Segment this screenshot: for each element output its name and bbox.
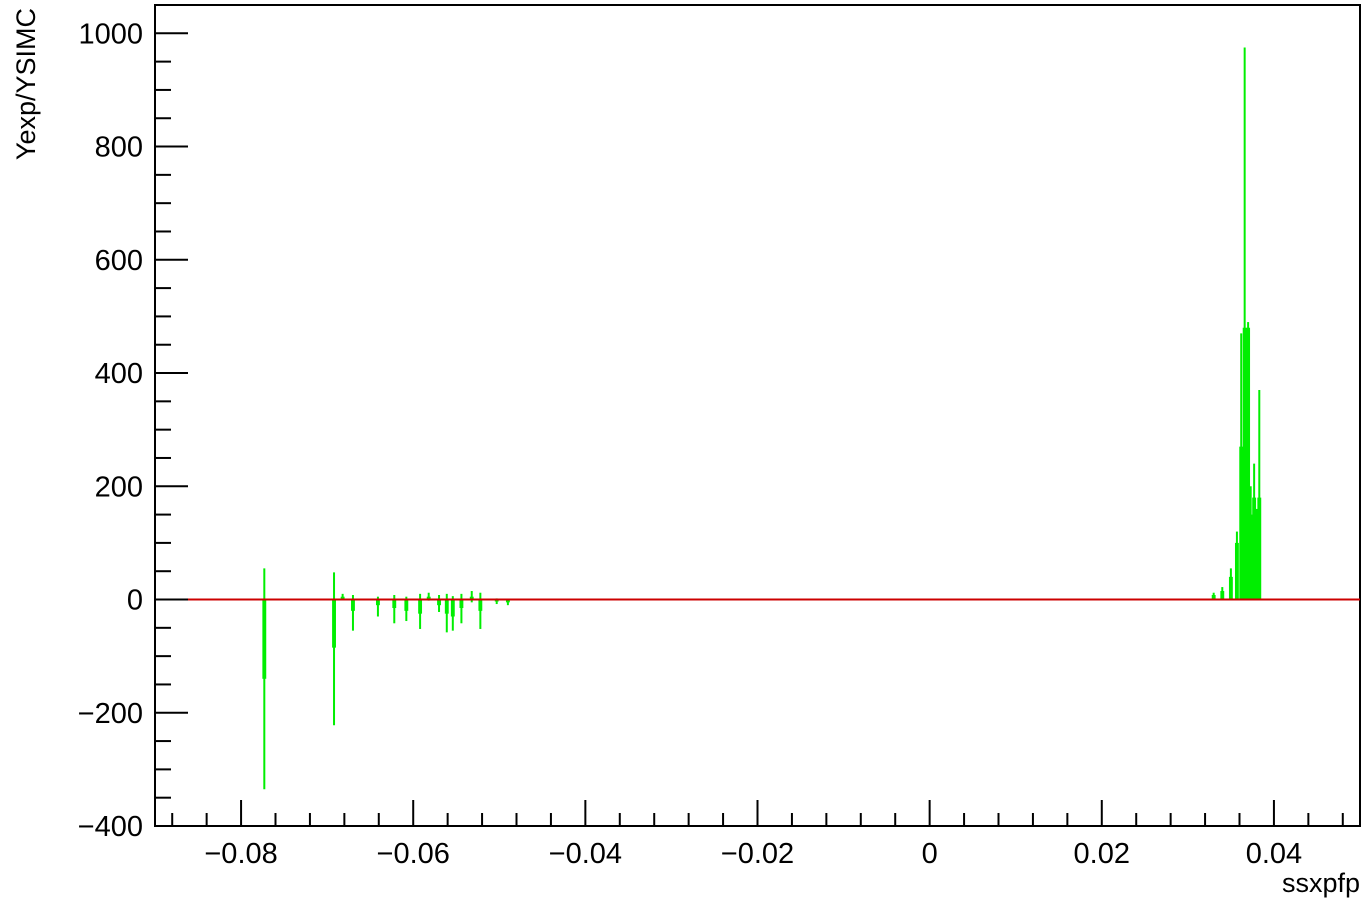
x-tick-label: −0.04 xyxy=(549,838,622,870)
histogram-bin xyxy=(1246,327,1251,600)
histogram-bin xyxy=(392,599,397,609)
histogram-bin xyxy=(450,599,455,617)
histogram-bin xyxy=(444,599,449,614)
histogram-bin xyxy=(1248,514,1253,600)
histogram-bin xyxy=(404,599,409,611)
histogram-bin xyxy=(1257,497,1262,600)
histogram-bin xyxy=(1211,594,1216,600)
x-tick-label: −0.02 xyxy=(721,838,794,870)
histogram-bin xyxy=(469,596,474,600)
histogram-bin xyxy=(332,599,336,648)
histogram-bin xyxy=(1234,542,1239,600)
data-layer xyxy=(155,47,1360,790)
x-tick-label: 0.02 xyxy=(1074,838,1130,870)
y-tick-label: 800 xyxy=(95,132,143,164)
x-axis-title: ssxpfp xyxy=(1282,868,1360,898)
y-axis-title: Yexp/YSIMC xyxy=(11,8,41,160)
histogram-bin xyxy=(1242,327,1247,600)
y-tick-label: 0 xyxy=(127,585,143,617)
x-tick-label: −0.08 xyxy=(204,838,277,870)
histogram-bin xyxy=(340,596,345,600)
y-tick-label: −400 xyxy=(78,811,143,843)
y-tick-label: 1000 xyxy=(78,18,143,50)
y-axis: −400 −200 0 200 400 600 800 1000 xyxy=(78,4,188,843)
histogram-bin xyxy=(459,599,464,609)
y-tick-label: −200 xyxy=(78,698,143,730)
histogram-bin xyxy=(426,596,431,600)
histogram-bin xyxy=(375,599,380,606)
histogram-bin xyxy=(1254,525,1259,600)
histogram-bin xyxy=(1228,576,1233,600)
y-tick-label: 200 xyxy=(95,471,143,503)
histogram-bin xyxy=(478,599,483,611)
x-tick-label: −0.06 xyxy=(377,838,450,870)
histogram-bin xyxy=(262,599,267,679)
x-axis: −0.08 −0.06 −0.04 −0.02 0 0.02 0.04 xyxy=(171,800,1344,870)
x-tick-label: 0.04 xyxy=(1246,838,1302,870)
x-tick-label: 0 xyxy=(922,838,938,870)
histogram-bin xyxy=(351,599,355,611)
y-tick-label: 400 xyxy=(95,358,143,390)
histogram-bin xyxy=(1252,497,1257,600)
histogram-bin xyxy=(505,599,510,603)
histogram-bin xyxy=(1220,591,1225,600)
histogram-bin xyxy=(418,599,423,614)
histogram-bin xyxy=(437,599,441,606)
histogram-bin xyxy=(1239,446,1244,600)
y-tick-label: 600 xyxy=(95,245,143,277)
